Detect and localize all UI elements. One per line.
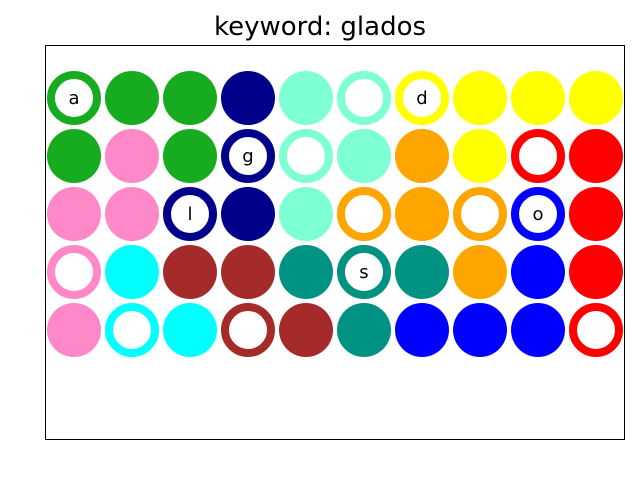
solid-circle	[47, 129, 101, 183]
solid-circle	[163, 129, 217, 183]
ring-circle	[47, 245, 101, 299]
circle-letter: s	[359, 261, 369, 283]
circle-board: a d g l o s	[45, 45, 625, 440]
solid-circle	[511, 245, 565, 299]
circle-letter: a	[68, 87, 80, 109]
solid-circle	[453, 71, 507, 125]
solid-circle	[569, 187, 623, 241]
solid-circle	[337, 303, 391, 357]
solid-circle	[105, 245, 159, 299]
solid-circle	[47, 303, 101, 357]
solid-circle	[453, 129, 507, 183]
solid-circle	[569, 245, 623, 299]
solid-circle	[221, 245, 275, 299]
solid-circle	[105, 187, 159, 241]
puzzle-title: keyword: glados	[213, 12, 427, 42]
solid-circle	[395, 303, 449, 357]
ring-circle	[279, 129, 333, 183]
solid-circle	[395, 129, 449, 183]
solid-circle	[453, 245, 507, 299]
ring-circle	[569, 303, 623, 357]
ring-circle	[337, 187, 391, 241]
solid-circle	[221, 187, 275, 241]
solid-circle	[569, 129, 623, 183]
solid-circle	[163, 303, 217, 357]
solid-circle	[105, 129, 159, 183]
solid-circle	[279, 303, 333, 357]
ring-circle	[221, 303, 275, 357]
solid-circle	[337, 129, 391, 183]
solid-circle	[221, 71, 275, 125]
solid-circle	[395, 245, 449, 299]
solid-circle	[163, 245, 217, 299]
solid-circle	[163, 71, 217, 125]
solid-circle	[47, 187, 101, 241]
ring-circle: l	[163, 187, 217, 241]
ring-circle	[511, 129, 565, 183]
ring-circle: d	[395, 71, 449, 125]
circle-letter: d	[416, 87, 428, 109]
ring-circle	[453, 187, 507, 241]
circle-letter: g	[242, 145, 254, 167]
ring-circle	[337, 71, 391, 125]
solid-circle	[511, 303, 565, 357]
solid-circle	[279, 71, 333, 125]
ring-circle: o	[511, 187, 565, 241]
solid-circle	[279, 245, 333, 299]
solid-circle	[569, 71, 623, 125]
solid-circle	[511, 71, 565, 125]
ring-circle: g	[221, 129, 275, 183]
circle-letter: o	[532, 203, 544, 225]
solid-circle	[395, 187, 449, 241]
solid-circle	[453, 303, 507, 357]
solid-circle	[105, 71, 159, 125]
ring-circle	[105, 303, 159, 357]
solid-circle	[279, 187, 333, 241]
circle-letter: l	[187, 203, 193, 225]
ring-circle: s	[337, 245, 391, 299]
ring-circle: a	[47, 71, 101, 125]
